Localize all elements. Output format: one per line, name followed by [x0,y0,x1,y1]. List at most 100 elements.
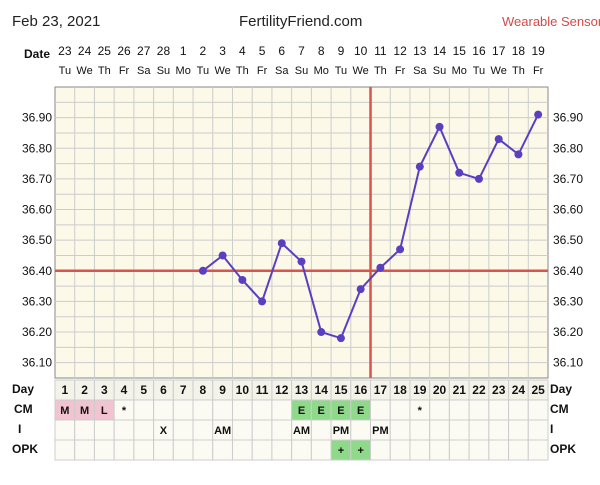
cycle-day-cell: 21 [453,383,467,397]
table-cell-bg [172,419,194,441]
temperature-point [474,174,483,183]
y-tick-label: 36.30 [553,294,583,308]
date-tick-label: 1 [180,44,187,58]
weekday-tick-label: Fr [257,65,268,77]
table-cell-bg [448,419,470,441]
table-cell-bg [310,439,332,461]
cycle-day-cell: 22 [472,383,486,397]
temperature-series [198,110,543,343]
opk-row-label-left: OPK [12,442,38,456]
temperature-point [356,285,365,294]
date-axis: 23 Tu 24 We 25 Th 26 Fr 27 Sa 28 Su 1 Mo 2 Tu 3 We 4 Th 5 Fr 6… [58,44,545,77]
cycle-day-cell: 4 [121,383,128,397]
table-cell-bg [409,439,431,461]
day-row-label-right: Day [550,382,572,396]
table-cell-bg [527,419,549,441]
cm-cell: E [318,405,325,417]
date-tick-label: 27 [137,44,151,58]
temperature-point [238,275,247,284]
date-tick-label: 6 [278,44,285,58]
table-cell-bg [370,399,391,421]
weekday-tick-label: Su [157,65,170,77]
weekday-tick-label: Th [512,65,525,77]
table-cell-bg [192,439,214,461]
table-cell-bg [271,439,293,461]
table-cell-bg [527,439,549,461]
table-cell-bg [231,439,253,461]
cycle-day-cell: 12 [275,383,289,397]
table-cell-bg [468,399,490,421]
cm-cell: * [418,405,423,417]
table-cell-bg [54,439,76,461]
plot-background [54,86,549,379]
temperature-point [435,122,444,131]
table-cell-bg [212,399,233,421]
cm-cell: E [357,405,364,417]
date-tick-label: 10 [354,44,368,58]
temperature-point [514,150,523,159]
cycle-day-cell: 25 [531,383,545,397]
cm-cell: M [80,405,89,417]
y-tick-label: 36.20 [22,325,52,339]
table-cell-bg [133,439,155,461]
date-tick-label: 2 [200,44,207,58]
date-tick-label: 19 [531,44,545,58]
cm-cell: M [60,405,69,417]
table-cell-bg [488,399,510,421]
table-cell-bg [508,419,529,441]
table-cell-bg [133,399,155,421]
weekday-tick-label: We [76,65,92,77]
y-tick-label: 36.40 [22,264,52,278]
table-cell-bg [133,419,155,441]
date-tick-label: 24 [78,44,92,58]
temperature-point [336,334,345,343]
temperature-point [396,245,405,254]
date-tick-label: 13 [413,44,427,58]
y-tick-label: 36.50 [553,233,583,247]
date-tick-label: 8 [318,44,325,58]
temperature-point [317,328,326,337]
cycle-day-cell: 10 [236,383,250,397]
y-tick-label: 36.70 [22,172,52,186]
cm-cell: E [298,405,305,417]
y-tick-label: 36.40 [553,264,583,278]
weekday-tick-label: We [353,65,369,77]
cycle-day-cell: 14 [315,383,329,397]
observation-table: 1 2 3 4 5 6 7 8 9 10 11 12 13 14 15 16 17 18 19 20 21 22 23 24 2… [54,379,549,461]
y-tick-label: 36.80 [22,141,52,155]
cm-cell: * [122,405,127,417]
i-row-label-left: I [18,422,21,436]
intercourse-cell: PM [372,425,389,437]
cycle-day-cell: 7 [180,383,187,397]
cycle-day-cell: 24 [512,383,526,397]
cycle-day-cell: 3 [101,383,108,397]
date-tick-label: 11 [374,44,387,58]
temperature-point [218,251,227,260]
cycle-day-cell: 9 [219,383,226,397]
table-cell-bg [350,419,372,441]
table-cell-bg [153,399,174,421]
date-tick-label: 28 [157,44,171,58]
table-cell-bg [468,419,490,441]
table-cell-bg [74,439,95,461]
date-tick-label: 15 [453,44,467,58]
opk-cell: + [338,445,344,457]
table-cell-bg [448,399,470,421]
weekday-tick-label: Tu [473,65,485,77]
temperature-point [297,257,306,266]
table-cell-bg [527,399,549,421]
weekday-tick-label: Th [236,65,249,77]
y-axis-right: 36.90 36.80 36.70 36.60 36.50 36.40 36.30 36.20… [553,111,583,370]
weekday-tick-label: Su [295,65,308,77]
y-tick-label: 36.60 [22,203,52,217]
weekday-tick-label: Sa [137,65,151,77]
cycle-day-cell: 18 [393,383,407,397]
date-tick-label: 9 [338,44,345,58]
table-cell-bg [251,419,273,441]
day-row-label-left: Day [12,382,34,396]
cycle-day-cell: 23 [492,383,506,397]
table-cell-bg [508,399,529,421]
y-axis-left: 36.90 36.80 36.70 36.60 36.50 36.40 36.30 36.20… [22,111,52,370]
temperature-point [277,239,286,248]
weekday-tick-label: Mo [176,65,191,77]
